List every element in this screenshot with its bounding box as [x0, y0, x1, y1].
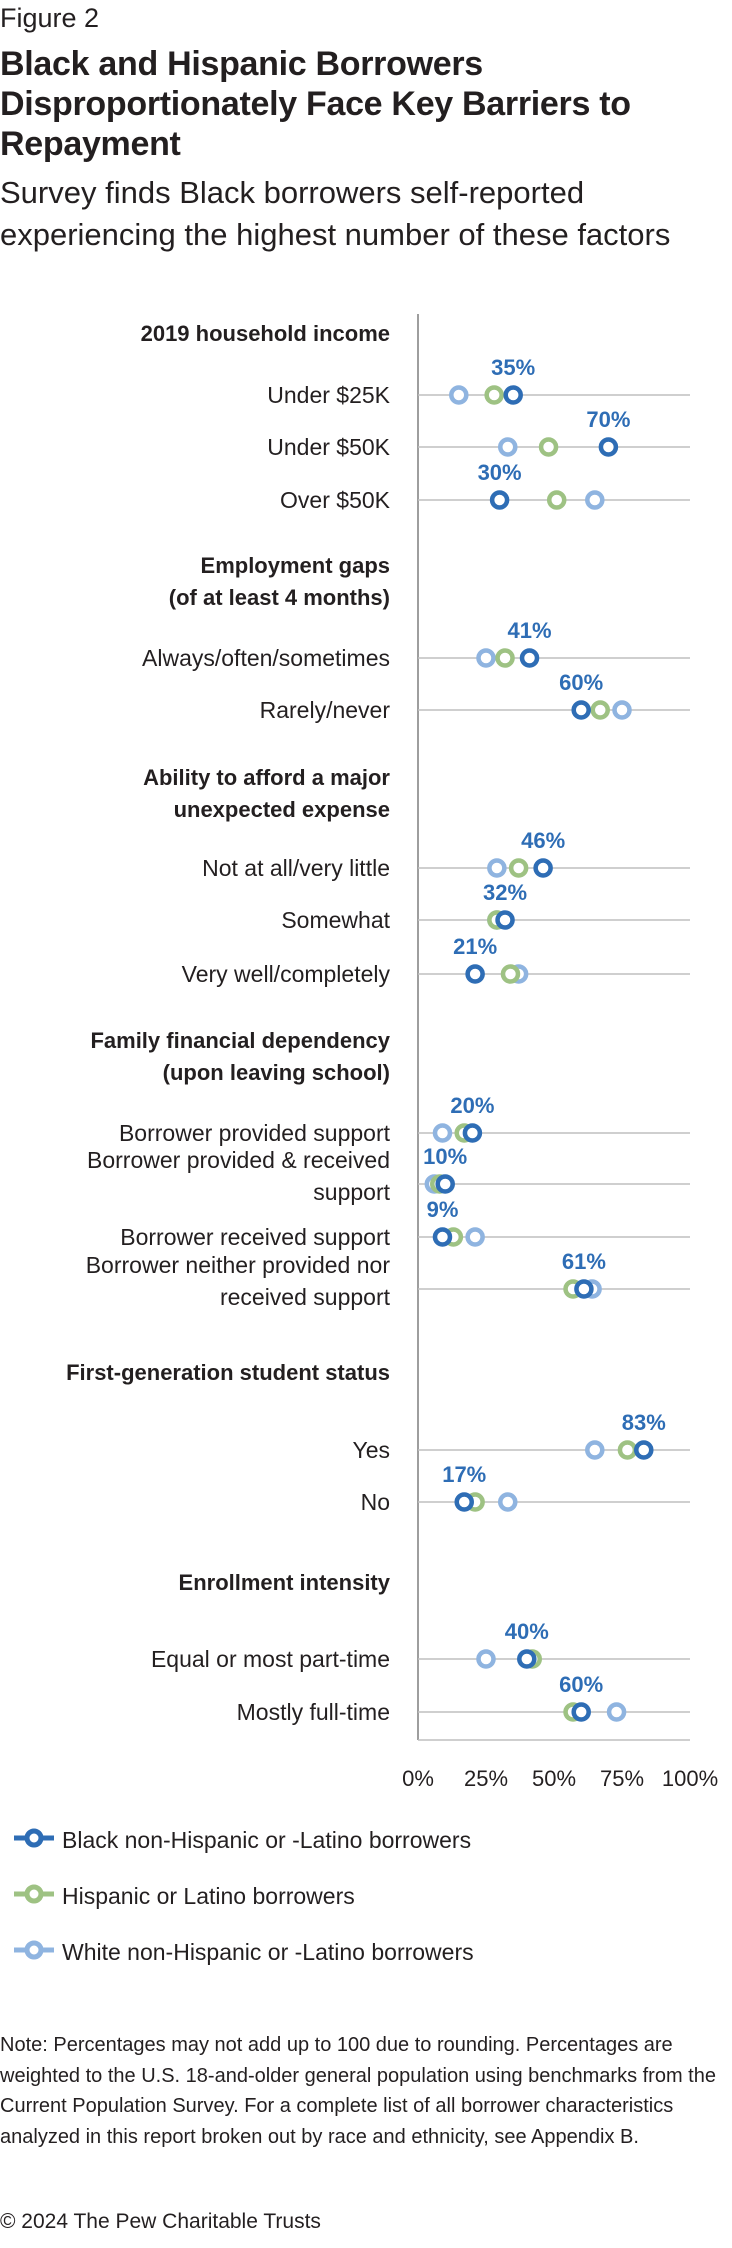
dot-black: [495, 910, 515, 930]
chart-note: Note: Percentages may not add up to 100 …: [0, 2034, 716, 2148]
group-header: Employment gaps: [201, 553, 390, 578]
category-label: Somewhat: [281, 907, 390, 933]
dot-white: [612, 700, 632, 720]
legend-marker-white: [14, 1940, 54, 1960]
legend-marker-black: [14, 1828, 54, 1848]
group-header: Enrollment intensity: [179, 1570, 391, 1595]
dot-black: [465, 964, 485, 984]
x-tick-label: 0%: [402, 1766, 434, 1791]
category-label: Not at all/very little: [202, 855, 390, 881]
group-header: (upon leaving school): [163, 1060, 390, 1085]
dot-hispanic: [484, 385, 504, 405]
dot-black: [571, 1702, 591, 1722]
category-label: Over $50K: [280, 487, 391, 513]
dot-black: [533, 858, 553, 878]
dot-white: [606, 1702, 627, 1722]
group-header: Family financial dependency: [90, 1028, 390, 1053]
category-label: Borrower neither provided nor: [86, 1252, 391, 1278]
category-label: Very well/completely: [182, 961, 391, 987]
dot-white: [498, 1492, 518, 1512]
data-label: 61%: [562, 1249, 606, 1274]
dot-plot-chart: 2019 household income Under $25K 35% Under …: [66, 314, 718, 1791]
dot-black: [432, 1227, 453, 1247]
data-label: 70%: [586, 407, 630, 432]
dot-white: [465, 1227, 485, 1247]
group-header: 2019 household income: [141, 321, 390, 346]
dot-hispanic: [508, 858, 529, 878]
dot-hispanic: [617, 1440, 638, 1460]
group-header: Ability to afford a major: [143, 765, 390, 790]
category-label: Borrower received support: [120, 1224, 390, 1250]
category-label: Under $25K: [267, 382, 390, 408]
dot-hispanic: [495, 648, 515, 668]
dot-white: [585, 490, 605, 510]
dot-hispanic: [538, 437, 559, 457]
x-tick-label: 100%: [662, 1766, 718, 1791]
dot-white: [476, 648, 496, 668]
data-label: 83%: [622, 1410, 666, 1435]
dot-black: [574, 1279, 594, 1299]
data-label: 35%: [491, 355, 535, 380]
group-header: (of at least 4 months): [169, 585, 390, 610]
category-label: Under $50K: [267, 434, 390, 460]
category-label: No: [361, 1489, 390, 1515]
category-label: Equal or most part-time: [151, 1646, 390, 1672]
category-label: support: [313, 1179, 390, 1205]
data-label: 60%: [559, 1672, 603, 1697]
data-label: 10%: [423, 1144, 467, 1169]
dot-white: [449, 385, 469, 405]
dot-black: [519, 648, 540, 668]
dot-black: [489, 490, 510, 510]
chart-subtitle: Survey finds Black borrowers self-report…: [0, 175, 671, 252]
data-label: 30%: [478, 460, 522, 485]
category-label: Borrower provided & received: [87, 1147, 390, 1173]
category-label: Borrower provided support: [119, 1120, 391, 1146]
legend-label-hispanic: Hispanic or Latino borrowers: [62, 1883, 355, 1909]
legend-marker-hispanic: [14, 1884, 54, 1904]
legend-label-black: Black non-Hispanic or -Latino borrowers: [62, 1827, 472, 1853]
dot-white: [487, 858, 507, 878]
group-header: First-generation student status: [66, 1360, 390, 1385]
x-tick-label: 50%: [532, 1766, 576, 1791]
dot-hispanic: [590, 700, 610, 720]
dot-white: [585, 1440, 605, 1460]
dot-hispanic: [500, 964, 521, 984]
dot-black: [435, 1174, 455, 1194]
x-tick-label: 75%: [600, 1766, 644, 1791]
data-label: 17%: [442, 1462, 486, 1487]
data-label: 32%: [483, 880, 527, 905]
legend-label-white: White non-Hispanic or -Latino borrowers: [62, 1939, 474, 1965]
data-label: 9%: [427, 1197, 459, 1222]
category-label: Yes: [352, 1437, 390, 1463]
dot-black: [454, 1492, 474, 1512]
category-label: Always/often/sometimes: [142, 645, 390, 671]
data-label: 20%: [450, 1093, 494, 1118]
data-label: 46%: [521, 828, 565, 853]
dot-hispanic: [546, 490, 567, 510]
dot-black: [598, 437, 619, 457]
dot-black: [571, 700, 591, 720]
data-label: 40%: [505, 1619, 549, 1644]
dot-black: [517, 1649, 537, 1669]
data-label: 21%: [453, 934, 497, 959]
figure-label: Figure 2: [0, 3, 100, 33]
dot-black: [503, 385, 523, 405]
chart-title: Black and Hispanic Borrowers Disproporti…: [0, 45, 631, 163]
group-header: unexpected expense: [174, 797, 390, 822]
dot-white: [498, 437, 518, 457]
category-label: received support: [220, 1284, 391, 1310]
dot-black: [634, 1440, 654, 1460]
copyright: © 2024 The Pew Charitable Trusts: [0, 2210, 321, 2233]
category-label: Mostly full-time: [237, 1699, 390, 1725]
category-label: Rarely/never: [260, 697, 391, 723]
data-label: 41%: [507, 618, 551, 643]
dot-white: [476, 1649, 496, 1669]
data-label: 60%: [559, 670, 603, 695]
dot-white: [432, 1123, 453, 1143]
x-tick-label: 25%: [464, 1766, 508, 1791]
dot-black: [462, 1123, 483, 1143]
